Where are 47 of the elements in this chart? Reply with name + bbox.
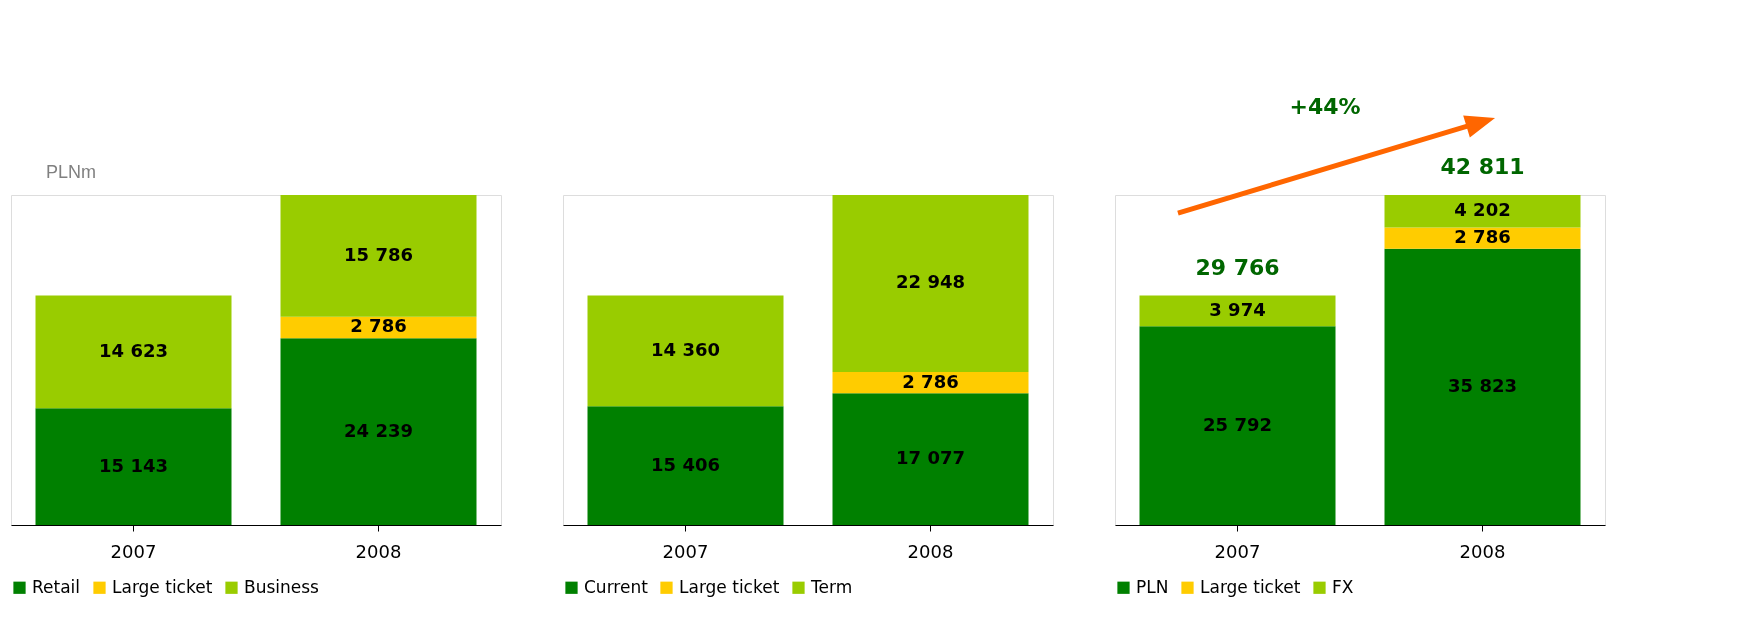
legend-label: Large ticket <box>112 576 213 597</box>
bar <box>1384 248 1581 525</box>
bar <box>587 295 784 407</box>
data-label: 3 974 <box>1209 298 1266 320</box>
bar <box>1139 326 1336 525</box>
x-tick-label: 2007 <box>662 540 709 562</box>
data-label: 14 623 <box>99 339 168 361</box>
data-label: 24 239 <box>344 419 413 441</box>
data-label: 17 077 <box>896 447 965 469</box>
bar <box>1384 195 1581 228</box>
text: +44% <box>1289 94 1361 119</box>
bar <box>832 393 1029 525</box>
x-tick-label: 2008 <box>1459 540 1506 562</box>
bar <box>1384 227 1581 249</box>
legend-label: Term <box>810 576 853 597</box>
bar <box>35 295 232 409</box>
data-label: 15 406 <box>651 453 720 475</box>
x-tick-label: 2008 <box>355 540 402 562</box>
data-label: 2 786 <box>902 370 959 392</box>
legend-label: PLN <box>1136 576 1169 597</box>
legend-label: Business <box>244 576 320 597</box>
legend-label: Large ticket <box>1200 576 1301 597</box>
bar <box>832 195 1029 372</box>
x-tick-label: 2007 <box>1214 540 1261 562</box>
data-label: 25 792 <box>1203 413 1272 435</box>
x-tick-label: 2008 <box>907 540 954 562</box>
data-label: 15 786 <box>344 243 413 265</box>
x-tick-label: 2007 <box>110 540 157 562</box>
data-label: 15 143 <box>99 454 168 476</box>
bar <box>280 195 477 317</box>
legend-label: Current <box>584 576 649 597</box>
data-label: 2 786 <box>1454 226 1511 248</box>
data-label: 4 202 <box>1454 199 1511 221</box>
data-label: 14 360 <box>651 338 720 360</box>
legend-label: FX <box>1332 576 1354 597</box>
bar <box>35 408 232 525</box>
legend-label: Large ticket <box>679 576 780 597</box>
total-label: 42 811 <box>1440 154 1525 179</box>
bar <box>280 338 477 525</box>
bar <box>587 406 784 525</box>
data-label: 2 786 <box>350 315 407 337</box>
total-label: 29 766 <box>1195 254 1280 280</box>
data-label: 35 823 <box>1448 374 1517 396</box>
bar <box>1139 295 1336 327</box>
legend-label: Retail <box>32 576 81 597</box>
y-axis-title: PLNm <box>46 162 97 182</box>
data-label: 22 948 <box>896 271 965 293</box>
